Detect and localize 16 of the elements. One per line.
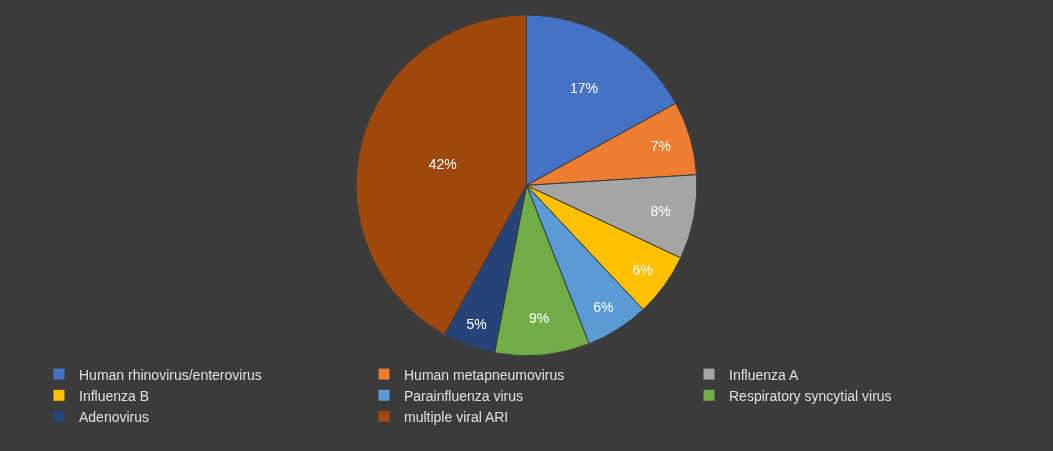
- legend-label: Parainfluenza virus: [404, 387, 524, 404]
- legend-label: Influenza B: [79, 387, 150, 404]
- data-label: 17%: [569, 80, 598, 97]
- data-label: 5%: [466, 316, 487, 333]
- data-label: 7%: [650, 138, 671, 155]
- data-label: 6%: [593, 298, 614, 315]
- data-label: 9%: [528, 310, 550, 327]
- legend-label: Respiratory syncytial virus: [729, 387, 892, 404]
- legend-label: multiple viral ARI: [404, 408, 509, 425]
- data-label: 6%: [632, 261, 653, 278]
- legend-label: Influenza A: [729, 366, 799, 383]
- legend-label: Human rhinovirus/enterovirus: [79, 366, 262, 383]
- data-label: 8%: [650, 202, 671, 219]
- data-label: 42%: [428, 155, 457, 172]
- legend-label: Adenovirus: [79, 408, 150, 425]
- legend-label: Human metapneumovirus: [404, 366, 565, 383]
